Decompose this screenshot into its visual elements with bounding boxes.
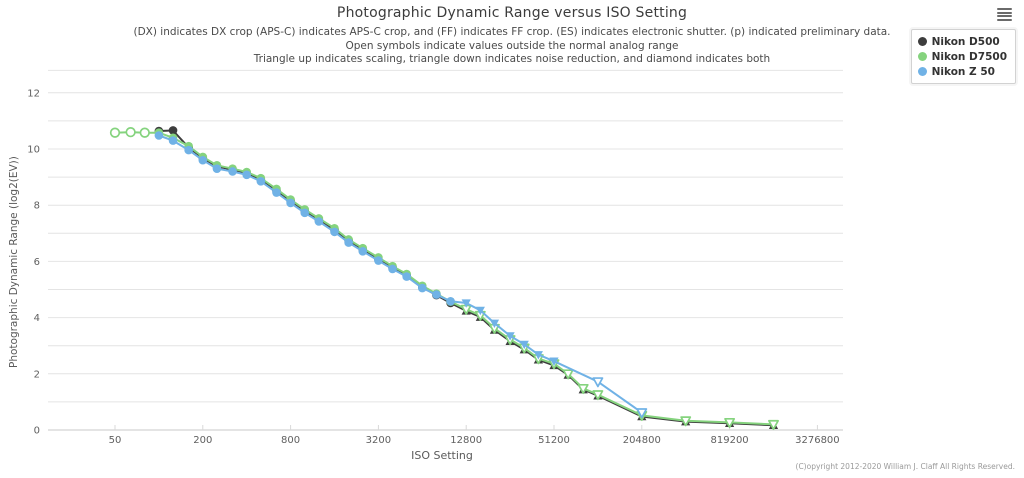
hamburger-bar <box>997 8 1012 10</box>
legend-label: Nikon Z 50 <box>931 65 995 78</box>
data-point-marker[interactable] <box>592 377 604 388</box>
x-tick-label: 51200 <box>538 435 570 446</box>
subtitle-line-1: (DX) indicates DX crop (APS-C) indicates… <box>133 26 891 38</box>
y-axis-title: Photographic Dynamic Range (log2(EV)) <box>8 156 20 368</box>
data-point-marker[interactable] <box>505 332 515 341</box>
data-point-marker[interactable] <box>212 164 222 173</box>
x-tick-label: 800 <box>281 435 300 446</box>
data-point-marker[interactable] <box>577 383 589 395</box>
data-point-marker[interactable] <box>344 238 353 247</box>
copyright: (C)opyright 2012-2020 William J. Claff A… <box>795 462 1015 471</box>
y-tick-label: 8 <box>34 201 40 212</box>
legend-label: Nikon D7500 <box>931 50 1007 63</box>
data-point-marker[interactable] <box>228 167 237 176</box>
hamburger-bar <box>997 11 1012 14</box>
data-point-marker[interactable] <box>125 126 136 138</box>
data-point-marker[interactable] <box>242 170 251 180</box>
legend-label: Nikon D500 <box>931 35 1000 48</box>
series-nikon-d7500 <box>109 126 779 431</box>
x-tick-label: 3276800 <box>795 435 840 446</box>
data-point-marker[interactable] <box>562 369 574 380</box>
data-point-marker[interactable] <box>358 246 368 256</box>
data-point-marker[interactable] <box>184 145 193 155</box>
y-tick-label: 0 <box>34 426 40 437</box>
x-tick-label: 204800 <box>623 435 661 446</box>
data-point-marker[interactable] <box>330 227 339 237</box>
data-point-marker[interactable] <box>592 390 604 401</box>
data-point-marker[interactable] <box>388 264 397 274</box>
data-point-marker[interactable] <box>256 177 266 186</box>
data-point-marker[interactable] <box>724 417 736 429</box>
legend-marker-icon <box>917 67 927 76</box>
chart-title: Photographic Dynamic Range versus ISO Se… <box>336 5 688 21</box>
data-point-marker[interactable] <box>168 126 178 135</box>
x-axis-title: ISO Setting <box>411 449 473 462</box>
subtitle-line-2: Open symbols indicate values outside the… <box>345 39 679 52</box>
series-nikon-z-50 <box>154 131 648 419</box>
data-point-marker[interactable] <box>533 351 543 360</box>
data-point-marker[interactable] <box>168 136 178 145</box>
data-point-marker[interactable] <box>198 155 208 165</box>
x-tick-label: 3200 <box>366 435 391 446</box>
data-point-marker[interactable] <box>549 357 559 366</box>
data-point-marker[interactable] <box>300 208 310 218</box>
data-point-marker[interactable] <box>636 408 648 419</box>
legend: Nikon D500 Nikon D7500 Nikon Z 50 <box>910 29 1016 84</box>
data-point-marker[interactable] <box>109 127 121 138</box>
hamburger-bar <box>997 18 1012 21</box>
data-point-marker[interactable] <box>139 127 150 138</box>
legend-item-nikon-d500[interactable]: Nikon D500 <box>917 34 1007 49</box>
data-point-marker[interactable] <box>286 198 295 208</box>
data-point-marker[interactable] <box>432 290 441 299</box>
data-point-marker[interactable] <box>475 306 485 316</box>
data-point-marker[interactable] <box>768 419 779 431</box>
x-tick-label: 200 <box>193 435 212 446</box>
legend-item-nikon-z-50[interactable]: Nikon Z 50 <box>917 64 1007 79</box>
legend-marker-icon <box>917 37 927 46</box>
data-point-marker[interactable] <box>402 272 411 281</box>
series-line-nikon-d7500 <box>114 131 775 426</box>
data-point-marker[interactable] <box>461 299 471 308</box>
legend-item-nikon-d7500[interactable]: Nikon D7500 <box>917 49 1007 64</box>
data-point-marker[interactable] <box>314 217 324 226</box>
chart-subtitle: (DX) indicates DX crop (APS-C) indicates… <box>0 26 1024 67</box>
hamburger-bar <box>997 15 1012 17</box>
y-tick-label: 4 <box>34 313 40 324</box>
hamburger-icon[interactable] <box>997 8 1012 22</box>
subtitle-line-3: Triangle up indicates scaling, triangle … <box>253 53 771 65</box>
y-tick-label: 2 <box>34 369 40 380</box>
x-tick-label: 12800 <box>450 435 482 446</box>
data-point-marker[interactable] <box>446 297 455 306</box>
y-tick-label: 6 <box>34 257 40 268</box>
y-tick-label: 12 <box>27 88 40 99</box>
y-tick-label: 10 <box>27 145 40 156</box>
data-point-marker[interactable] <box>272 188 281 197</box>
data-point-marker[interactable] <box>374 256 383 265</box>
data-point-marker[interactable] <box>418 283 427 293</box>
x-tick-label: 50 <box>109 435 122 446</box>
data-point-marker[interactable] <box>154 131 164 140</box>
x-tick-label: 819200 <box>711 435 749 446</box>
data-point-marker[interactable] <box>489 319 500 329</box>
data-point-marker[interactable] <box>519 340 529 350</box>
legend-marker-icon <box>917 52 927 61</box>
data-point-marker[interactable] <box>680 416 692 427</box>
